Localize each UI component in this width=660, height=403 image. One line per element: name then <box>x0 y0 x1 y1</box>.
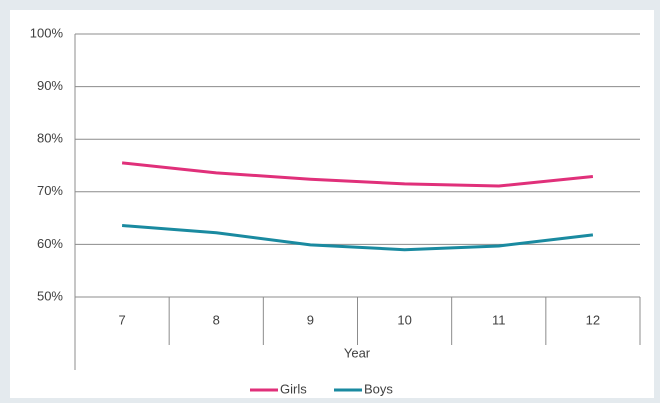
x-tick-label: 7 <box>118 312 125 327</box>
x-tick-label: 11 <box>492 312 506 327</box>
legend-label: Boys <box>364 381 393 396</box>
y-tick-label: 80% <box>37 131 63 146</box>
x-tick-label: 8 <box>213 312 220 327</box>
chart-panel <box>10 10 654 398</box>
y-tick-label: 100% <box>30 25 64 40</box>
y-tick-label: 60% <box>37 236 63 251</box>
x-tick-label: 10 <box>397 312 411 327</box>
y-tick-label: 90% <box>37 78 63 93</box>
y-tick-label: 70% <box>37 183 63 198</box>
y-tick-label: 50% <box>37 288 63 303</box>
series-line <box>121 224 594 252</box>
x-tick-label: 9 <box>307 312 314 327</box>
series-line <box>121 161 594 188</box>
x-axis-label: Year <box>344 345 371 360</box>
x-tick-label: 12 <box>586 312 600 327</box>
legend-label: Girls <box>280 381 307 396</box>
